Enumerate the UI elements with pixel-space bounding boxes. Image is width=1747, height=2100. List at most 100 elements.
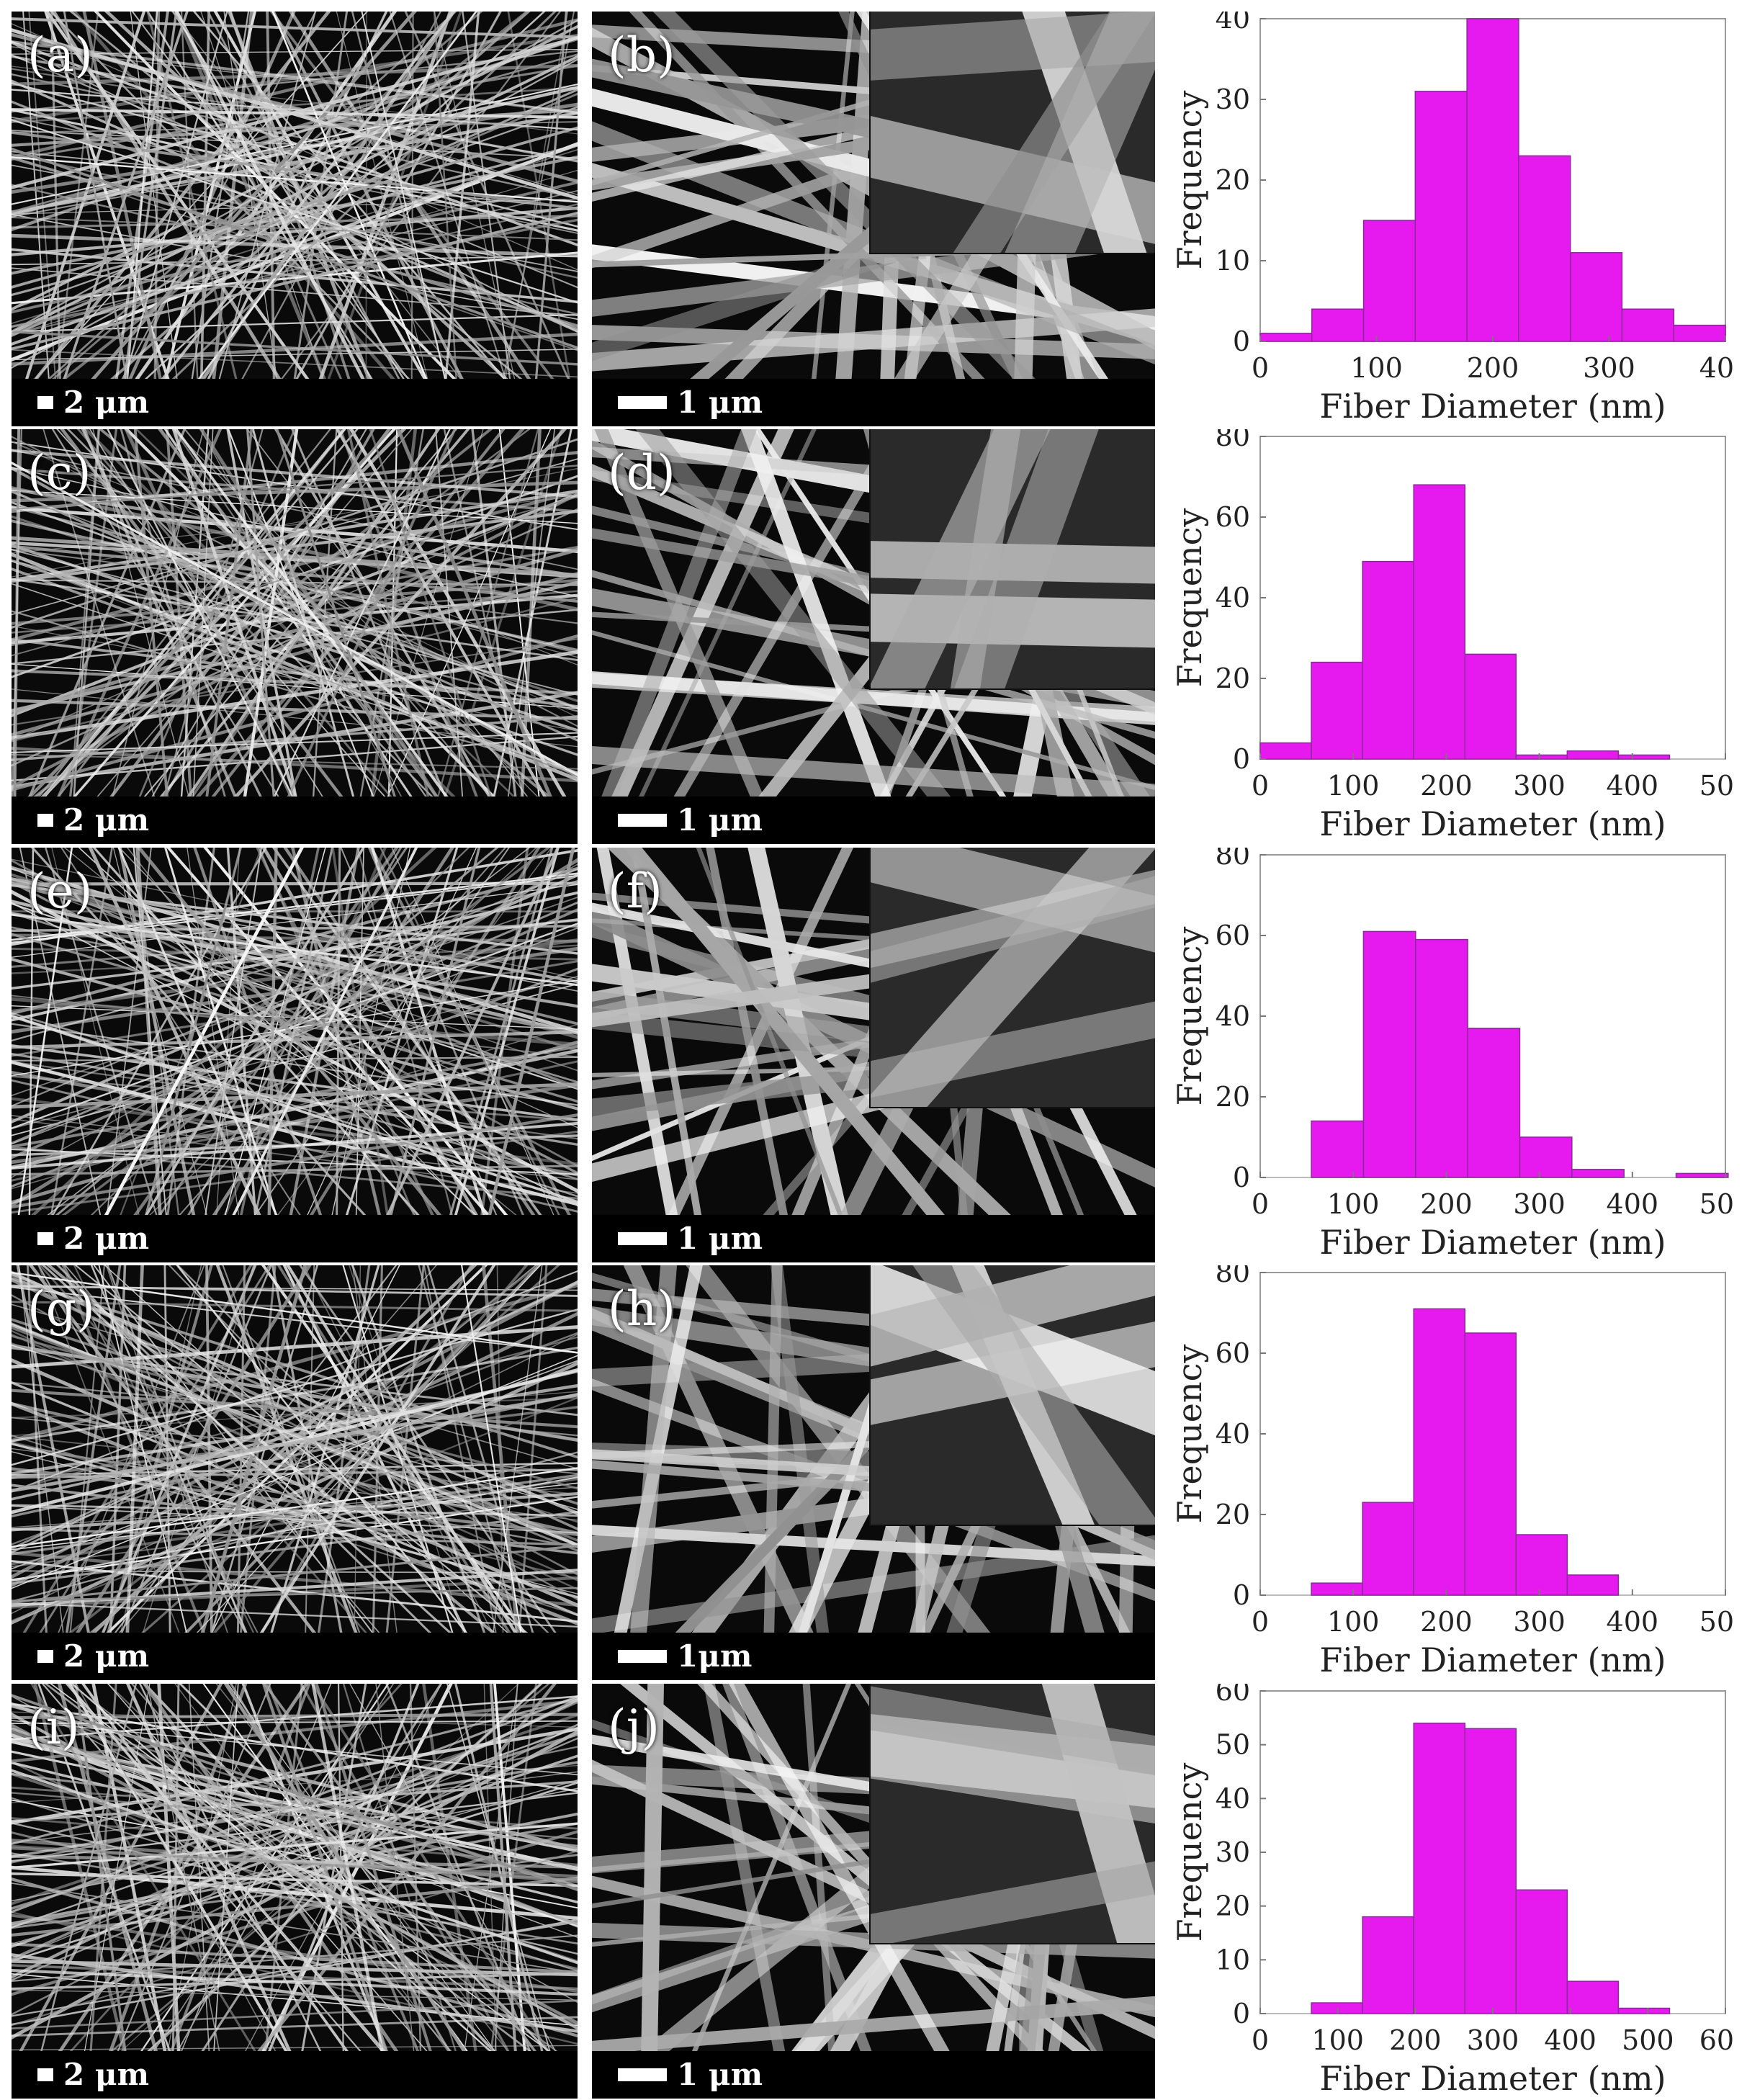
histogram-bar (1362, 930, 1416, 1178)
fiber-strand (12, 1882, 578, 1974)
fiber-strand (184, 429, 491, 797)
fiber-strand (12, 86, 578, 124)
histogram-bar (1311, 661, 1363, 760)
fiber-strand (12, 1318, 578, 1505)
fiber-strand (12, 1014, 578, 1198)
fiber-strand (273, 429, 451, 797)
fiber-strand (12, 1587, 578, 1602)
fiber-strand (172, 429, 427, 797)
y-axis-label: Frequency (1170, 91, 1209, 270)
fiber-strand (275, 429, 396, 797)
panel-label: (f) (608, 863, 663, 919)
fiber-strand (270, 1265, 380, 1633)
x-tick-label: 0 (1252, 352, 1269, 384)
fiber-strand (125, 1265, 144, 1633)
fiber-strand (619, 1684, 1091, 2051)
fiber-strand (56, 12, 99, 379)
fiber-strand (12, 40, 578, 247)
fiber-strand (26, 1265, 48, 1633)
histogram-bar (1675, 1172, 1729, 1178)
fiber-strand (12, 1844, 578, 1882)
histogram-chart: 0 100 200 300 400 500 0 20 40 60 80 Fiber Diameter … (1170, 429, 1735, 843)
x-tick-label: 300 (1467, 2024, 1519, 2056)
scale-bar: 1 μm (592, 379, 1155, 426)
fiber-strand (12, 1505, 578, 1534)
fiber-strand (12, 490, 578, 642)
fiber-strand (12, 429, 23, 797)
x-tick-label: 400 (1607, 770, 1659, 802)
y-tick-label: 0 (1233, 1998, 1250, 2029)
fiber-strand (346, 429, 430, 797)
fiber-strand (331, 848, 389, 1215)
fiber-strand (187, 848, 240, 1215)
sem-detail-image: (f) 1 μm (592, 848, 1155, 1262)
fiber-strand (386, 848, 560, 1215)
fiber-strand (12, 669, 578, 695)
x-tick-label: 100 (1350, 352, 1403, 384)
fiber-strand (135, 848, 162, 1215)
fiber-strand (435, 429, 464, 797)
x-tick-label: 500 (1699, 1188, 1735, 1220)
fiber-strand (12, 489, 578, 742)
fiber-strand (12, 967, 578, 1188)
fiber-strand (12, 1953, 578, 2033)
fiber-strand (12, 36, 578, 189)
fiber-strand (703, 1684, 786, 2051)
fiber-strand (12, 1346, 578, 1442)
y-axis-label: Frequency (1170, 1763, 1209, 1942)
fiber-strand (12, 552, 578, 782)
fiber-mesh (12, 1265, 578, 1633)
fiber-strand (68, 1684, 558, 2051)
scale-bar: 1 μm (592, 797, 1155, 844)
fiber-strand (12, 143, 578, 297)
y-tick-label: 40 (1216, 1000, 1250, 1032)
fiber-strand (12, 189, 578, 328)
fiber-strand (171, 12, 462, 379)
fiber-strand (107, 1684, 428, 2051)
fiber-strand (280, 12, 562, 379)
fiber-strand (12, 349, 578, 361)
fiber-strand (39, 1265, 367, 1633)
histogram-bar (1519, 1136, 1573, 1178)
fiber-strand (12, 1441, 578, 1580)
histogram-chart: 0 100 200 300 400 500 600 0 10 20 30 40 50 60 Fiber Di… (1170, 1684, 1735, 2098)
panel-label: (j) (608, 1700, 660, 1755)
histogram-chart: 0 100 200 300 400 500 0 20 40 60 80 Fiber Diameter … (1170, 848, 1735, 1262)
scale-bar-label: 1 μm (677, 385, 763, 420)
fiber-strand (1041, 1684, 1155, 1943)
y-tick-label: 40 (1216, 1782, 1250, 1814)
fiber-strand (12, 449, 578, 570)
fiber-strand (12, 1070, 578, 1177)
inset-fibers (871, 1265, 1155, 1525)
y-axis-label: Frequency (1170, 1345, 1209, 1524)
y-tick-label: 50 (1216, 1729, 1250, 1761)
fiber-strand (12, 1392, 578, 1518)
fiber-strand (437, 429, 539, 797)
y-tick-label: 40 (1216, 582, 1250, 614)
fiber-strand (389, 12, 507, 379)
fiber-strand (12, 1959, 578, 1977)
fiber-strand (12, 40, 578, 115)
x-tick-label: 200 (1420, 770, 1473, 802)
x-tick-label: 400 (1544, 2024, 1596, 2056)
y-tick-label: 0 (1233, 1579, 1250, 1611)
fiber-strand (263, 1684, 536, 2051)
fiber-strand (12, 467, 578, 598)
y-tick-label: 40 (1216, 1418, 1250, 1450)
fiber-strand (12, 1044, 578, 1121)
y-tick-label: 20 (1216, 663, 1250, 694)
fiber-strand (192, 429, 214, 797)
fiber-strand (635, 429, 951, 797)
fiber-strand (17, 848, 73, 1215)
sem-detail-image: (h) 1μm (592, 1265, 1155, 1680)
fiber-strand (12, 913, 578, 987)
fiber-strand (505, 12, 569, 379)
x-tick-label: 200 (1420, 1188, 1473, 1220)
x-tick-label: 0 (1252, 2024, 1269, 2056)
fiber-strand (112, 429, 205, 797)
fiber-strand (12, 1754, 578, 1948)
fiber-strand (12, 267, 578, 317)
fiber-strand (172, 429, 539, 797)
fiber-strand (12, 1311, 578, 1587)
scale-bar-line (37, 2068, 53, 2081)
